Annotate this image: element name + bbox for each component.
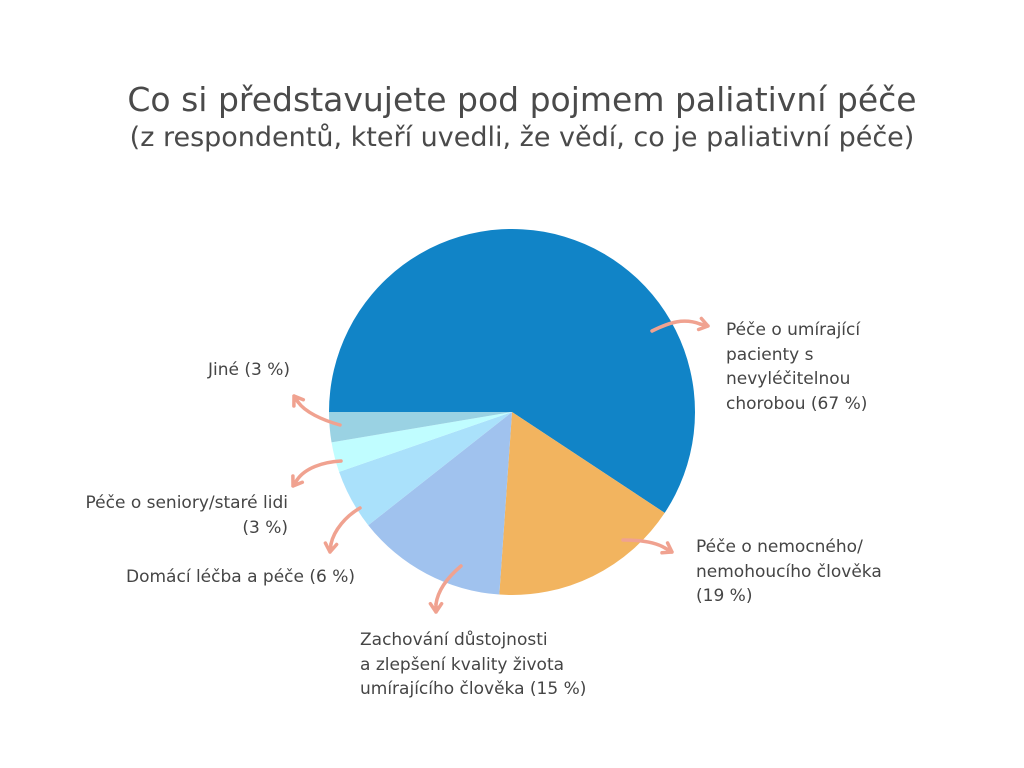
arrow-dying-patients	[650, 316, 710, 333]
arrow-dignity	[428, 564, 463, 614]
slice-label-dignity: Zachování důstojnosti a zlepšení kvality…	[360, 630, 587, 699]
slice-seniors	[331, 412, 512, 472]
slice-sick-person	[499, 412, 665, 596]
slice-label-dying-patients: Péče o umírající pacienty s nevyléčiteln…	[726, 320, 868, 414]
arrow-seniors	[291, 459, 343, 488]
slice-label-other: Jiné (3 %)	[208, 360, 291, 380]
slice-other	[329, 412, 512, 443]
chart-title: Co si představujete pod pojmem paliativn…	[127, 80, 917, 119]
arrow-other	[292, 394, 342, 427]
chart-title-block: Co si představujete pod pojmem paliativn…	[0, 80, 1024, 156]
slice-home-care	[339, 412, 512, 526]
slice-label-sick-person: Péče o nemocného/ nemohoucího člověka (1…	[696, 537, 882, 606]
slice-dying-patients	[329, 228, 696, 513]
slice-label-seniors: Péče o seniory/staré lidi (3 %)	[85, 493, 289, 538]
slice-label-home-care: Domácí léčba a péče (6 %)	[126, 567, 356, 587]
chart-subtitle: (z respondentů, kteří uvedli, že vědí, c…	[129, 122, 915, 153]
arrow-home-care	[323, 506, 362, 554]
slice-dignity	[368, 412, 512, 595]
arrow-sick-person	[621, 538, 674, 555]
